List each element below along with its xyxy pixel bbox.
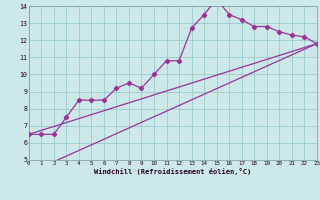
X-axis label: Windchill (Refroidissement éolien,°C): Windchill (Refroidissement éolien,°C) <box>94 168 252 175</box>
